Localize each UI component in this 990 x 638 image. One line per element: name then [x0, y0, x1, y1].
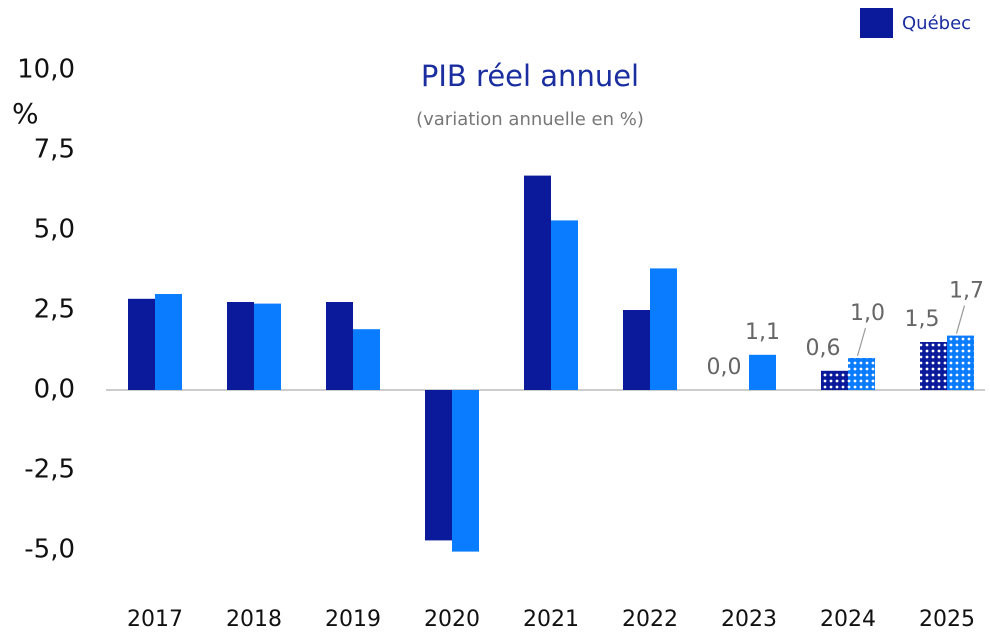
bar	[452, 390, 479, 552]
x-tick-label: 2022	[622, 607, 678, 632]
bar	[821, 370, 848, 390]
x-tick-label: 2019	[325, 607, 381, 632]
bar	[353, 329, 380, 390]
x-tick-label: 2021	[523, 607, 579, 632]
bar	[425, 390, 452, 541]
y-tick-label: -5,0	[24, 535, 75, 565]
bar	[749, 354, 776, 390]
leader-line	[955, 305, 966, 334]
y-axis-label: %	[12, 97, 39, 130]
bar	[524, 175, 551, 390]
x-tick-label: 2024	[820, 607, 876, 632]
x-tick-label: 2017	[127, 607, 183, 632]
y-tick-label: -2,5	[24, 455, 75, 485]
bar	[947, 335, 974, 390]
value-label: 1,7	[949, 279, 984, 304]
legend-label: Québec	[902, 13, 971, 34]
leader-line	[856, 327, 867, 357]
chart-title: PIB réel annuel	[421, 59, 639, 93]
bar	[128, 298, 155, 390]
bar	[155, 294, 182, 390]
legend-swatch	[860, 8, 893, 38]
bar	[650, 268, 677, 390]
bar	[848, 358, 875, 390]
bar	[920, 342, 947, 390]
bar	[254, 303, 281, 390]
y-tick-label: 2,5	[34, 295, 75, 325]
value-label: 1,5	[905, 307, 940, 332]
value-label: 1,0	[850, 301, 885, 326]
bar	[326, 302, 353, 390]
y-tick-label: 7,5	[34, 135, 75, 165]
x-tick-label: 2020	[424, 607, 480, 632]
bar	[623, 310, 650, 390]
x-tick-label: 2025	[919, 607, 975, 632]
y-tick-label: 5,0	[34, 215, 75, 245]
bar	[551, 220, 578, 390]
y-tick-label: 0,0	[34, 375, 75, 405]
x-tick-label: 2018	[226, 607, 282, 632]
bar	[227, 302, 254, 390]
value-label: 0,0	[707, 355, 742, 380]
chart-subtitle: (variation annuelle en %)	[416, 109, 644, 130]
x-tick-label: 2023	[721, 607, 777, 632]
y-tick-label: 10,0	[17, 55, 75, 85]
value-label: 0,6	[806, 336, 841, 361]
value-label: 1,1	[745, 320, 780, 345]
